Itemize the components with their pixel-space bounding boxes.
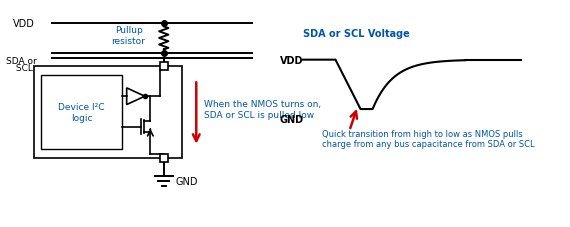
Text: SCL: SCL (13, 63, 32, 72)
Bar (160, 155, 168, 163)
Text: Device I²C
logic: Device I²C logic (58, 103, 105, 122)
Text: VDD: VDD (280, 55, 303, 65)
Bar (34, 66, 182, 159)
Bar (160, 62, 168, 70)
Text: SDA or: SDA or (6, 56, 37, 65)
Text: GND: GND (176, 176, 198, 186)
Text: When the NMOS turns on,
SDA or SCL is pulled low: When the NMOS turns on, SDA or SCL is pu… (203, 100, 321, 119)
Text: Pullup
resistor: Pullup resistor (112, 26, 145, 45)
Text: Quick transition from high to low as NMOS pulls
charge from any bus capacitance : Quick transition from high to low as NMO… (321, 129, 534, 148)
Bar (41, 76, 122, 149)
Text: SDA or SCL Voltage: SDA or SCL Voltage (303, 29, 410, 39)
Text: GND: GND (280, 114, 304, 124)
Text: VDD: VDD (13, 19, 34, 29)
